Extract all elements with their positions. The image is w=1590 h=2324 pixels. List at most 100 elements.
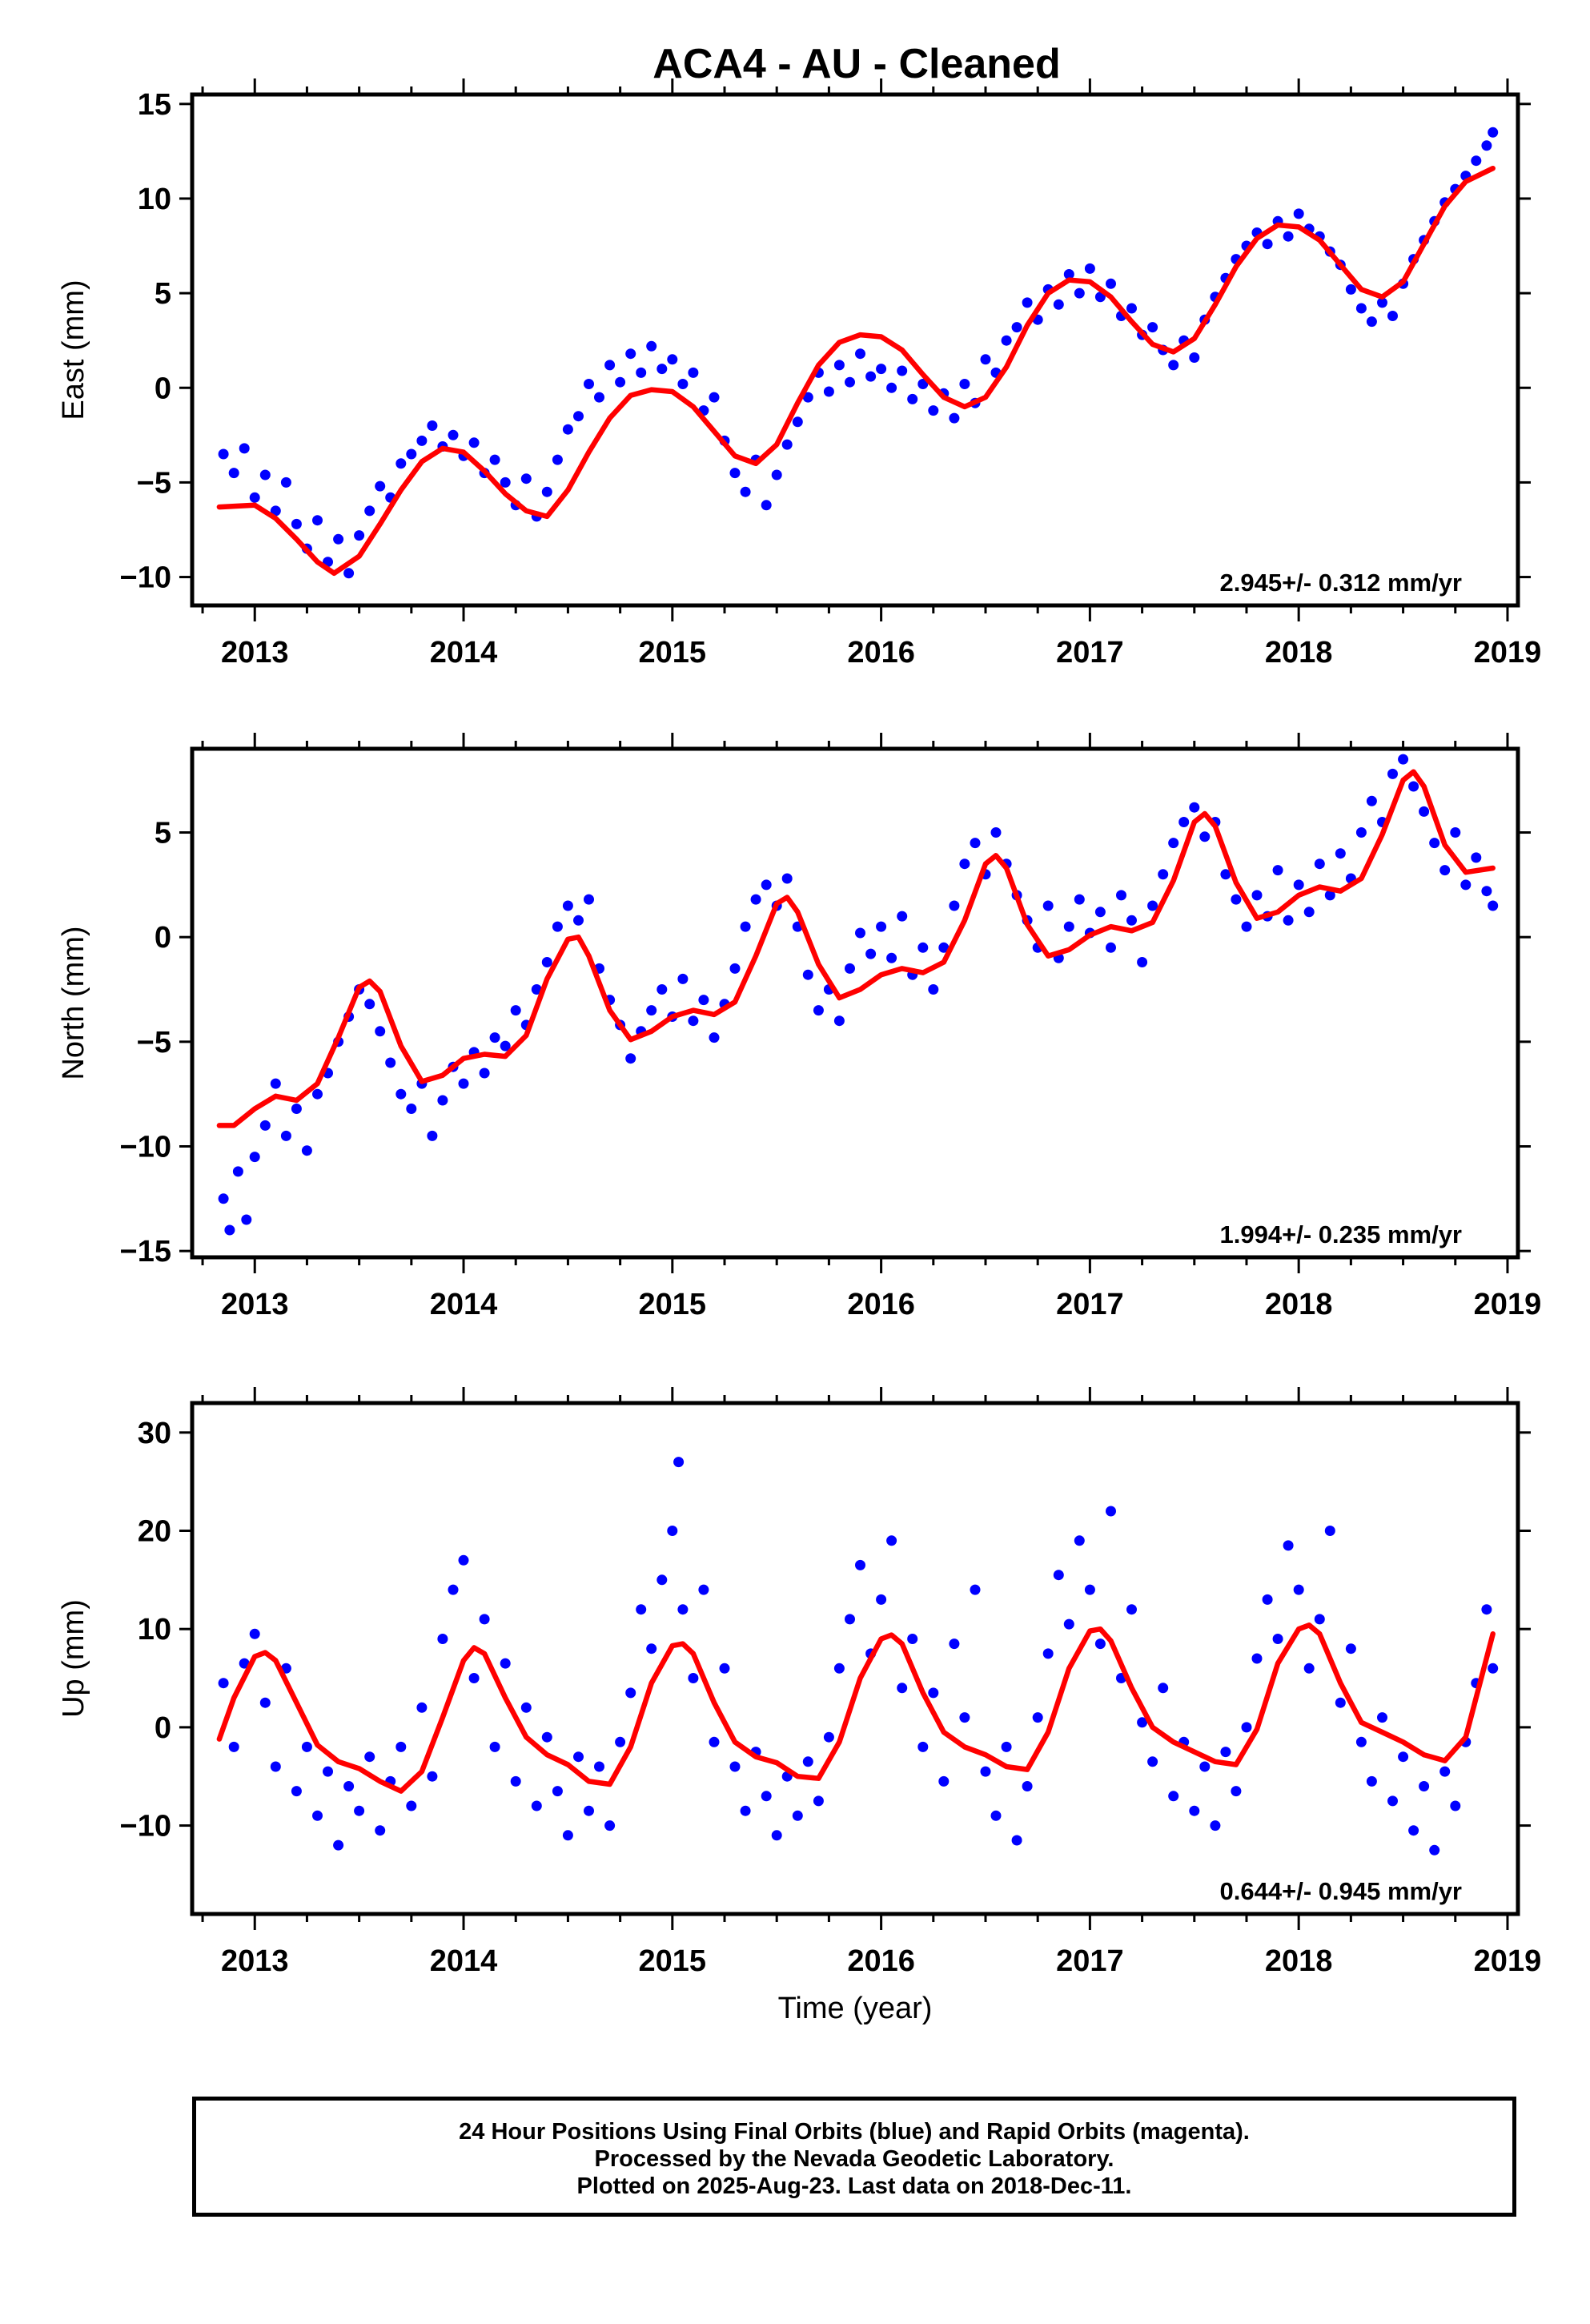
- data-point: [1158, 869, 1169, 880]
- data-point: [802, 1756, 813, 1767]
- data-point: [1335, 1697, 1346, 1708]
- model-line: [216, 165, 1496, 577]
- data-point: [573, 1751, 584, 1763]
- data-point: [729, 468, 741, 479]
- rate-label: 2.945+/- 0.312 mm/yr: [1220, 569, 1462, 597]
- data-point: [1147, 322, 1158, 333]
- data-point: [1074, 894, 1085, 905]
- data-point: [792, 416, 803, 428]
- chart-title: ACA4 - AU - Cleaned: [652, 41, 1060, 87]
- data-point: [917, 379, 929, 389]
- data-point: [232, 1166, 243, 1177]
- data-point: [876, 364, 887, 375]
- data-point: [1220, 869, 1231, 880]
- data-point: [1084, 263, 1095, 274]
- data-point: [1314, 1614, 1325, 1625]
- data-point: [1303, 907, 1315, 918]
- data-point: [959, 1712, 970, 1723]
- y-tick-label: 10: [138, 183, 171, 216]
- data-point: [416, 435, 428, 446]
- y-tick-label: −5: [137, 1026, 171, 1059]
- data-point: [845, 1614, 855, 1625]
- data-point: [1189, 1805, 1200, 1816]
- data-point: [1106, 942, 1116, 953]
- rate-label: 1.994+/- 0.235 mm/yr: [1220, 1220, 1462, 1248]
- data-point: [1199, 1761, 1211, 1772]
- panel-3: 2013 2014 2015 2016 2017 2018 2019 30 20 10 0 −10 Up…: [57, 1387, 1541, 1978]
- data-point: [458, 1078, 469, 1089]
- panel-1: 2013 2014 2015 2016 2017 2018 2019 15 10 5 0 −5 −10 E…: [57, 78, 1541, 669]
- data-point: [1178, 817, 1190, 827]
- data-point: [833, 360, 845, 371]
- data-point: [375, 480, 386, 492]
- data-point: [1355, 303, 1367, 314]
- x-axis-label: Time (year): [778, 1992, 933, 2025]
- data-point: [228, 468, 239, 479]
- data-point: [719, 1663, 730, 1674]
- data-point: [375, 1026, 386, 1037]
- data-point: [1189, 352, 1200, 363]
- data-point: [907, 1634, 918, 1644]
- data-point: [1063, 1618, 1074, 1630]
- data-point: [959, 858, 970, 870]
- data-point: [1231, 894, 1242, 905]
- y-axis-label: North (mm): [57, 926, 90, 1080]
- data-point: [375, 1825, 386, 1836]
- data-points: [218, 754, 1499, 1236]
- data-point: [343, 1781, 355, 1791]
- plot-frame: [190, 92, 1520, 608]
- data-point: [406, 448, 417, 460]
- data-point: [761, 1791, 772, 1802]
- data-point: [562, 900, 573, 911]
- data-point: [354, 1805, 365, 1816]
- data-point: [833, 1015, 845, 1027]
- data-point: [604, 360, 616, 371]
- data-point: [1251, 890, 1263, 901]
- x-tick-label: 2017: [1056, 636, 1124, 669]
- data-point: [1137, 1717, 1148, 1728]
- data-point: [1450, 1800, 1461, 1811]
- data-point: [552, 1786, 563, 1797]
- data-point: [323, 1766, 333, 1777]
- data-point: [1158, 1683, 1169, 1694]
- data-point: [1355, 1736, 1367, 1747]
- plot-frame: [190, 1401, 1520, 1916]
- data-point: [280, 476, 291, 488]
- data-point: [709, 392, 720, 403]
- y-tick-label: −10: [120, 1810, 171, 1844]
- data-point: [489, 1032, 500, 1043]
- data-point: [980, 354, 991, 365]
- data-point: [427, 1771, 438, 1782]
- data-point: [625, 348, 636, 360]
- data-point: [312, 1088, 323, 1100]
- x-tick-label: 2018: [1265, 1944, 1333, 1978]
- y-tick-label: 5: [155, 817, 171, 850]
- data-point: [688, 1673, 699, 1683]
- data-point: [1377, 297, 1387, 308]
- data-point: [1001, 1741, 1012, 1752]
- data-point: [1063, 921, 1074, 932]
- data-point: [427, 1130, 438, 1141]
- x-tick-label: 2015: [639, 636, 707, 669]
- data-point: [1106, 278, 1116, 289]
- y-tick-label: 20: [138, 1515, 171, 1549]
- data-point: [594, 392, 604, 403]
- data-point: [813, 1795, 824, 1807]
- data-point: [1189, 802, 1200, 813]
- data-point: [364, 999, 375, 1010]
- data-point: [479, 1614, 490, 1625]
- data-point: [573, 915, 584, 926]
- data-point: [1147, 1756, 1158, 1767]
- data-point: [1408, 1825, 1419, 1836]
- data-point: [291, 1786, 302, 1797]
- data-point: [970, 838, 981, 849]
- data-point: [333, 533, 344, 545]
- data-point: [1126, 915, 1137, 926]
- data-point: [395, 1741, 407, 1752]
- data-point: [1419, 1781, 1430, 1791]
- data-point: [541, 1731, 552, 1743]
- data-point: [1137, 957, 1148, 967]
- x-tick-label: 2019: [1474, 636, 1542, 669]
- data-point: [562, 424, 573, 435]
- x-tick-label: 2017: [1056, 1944, 1124, 1978]
